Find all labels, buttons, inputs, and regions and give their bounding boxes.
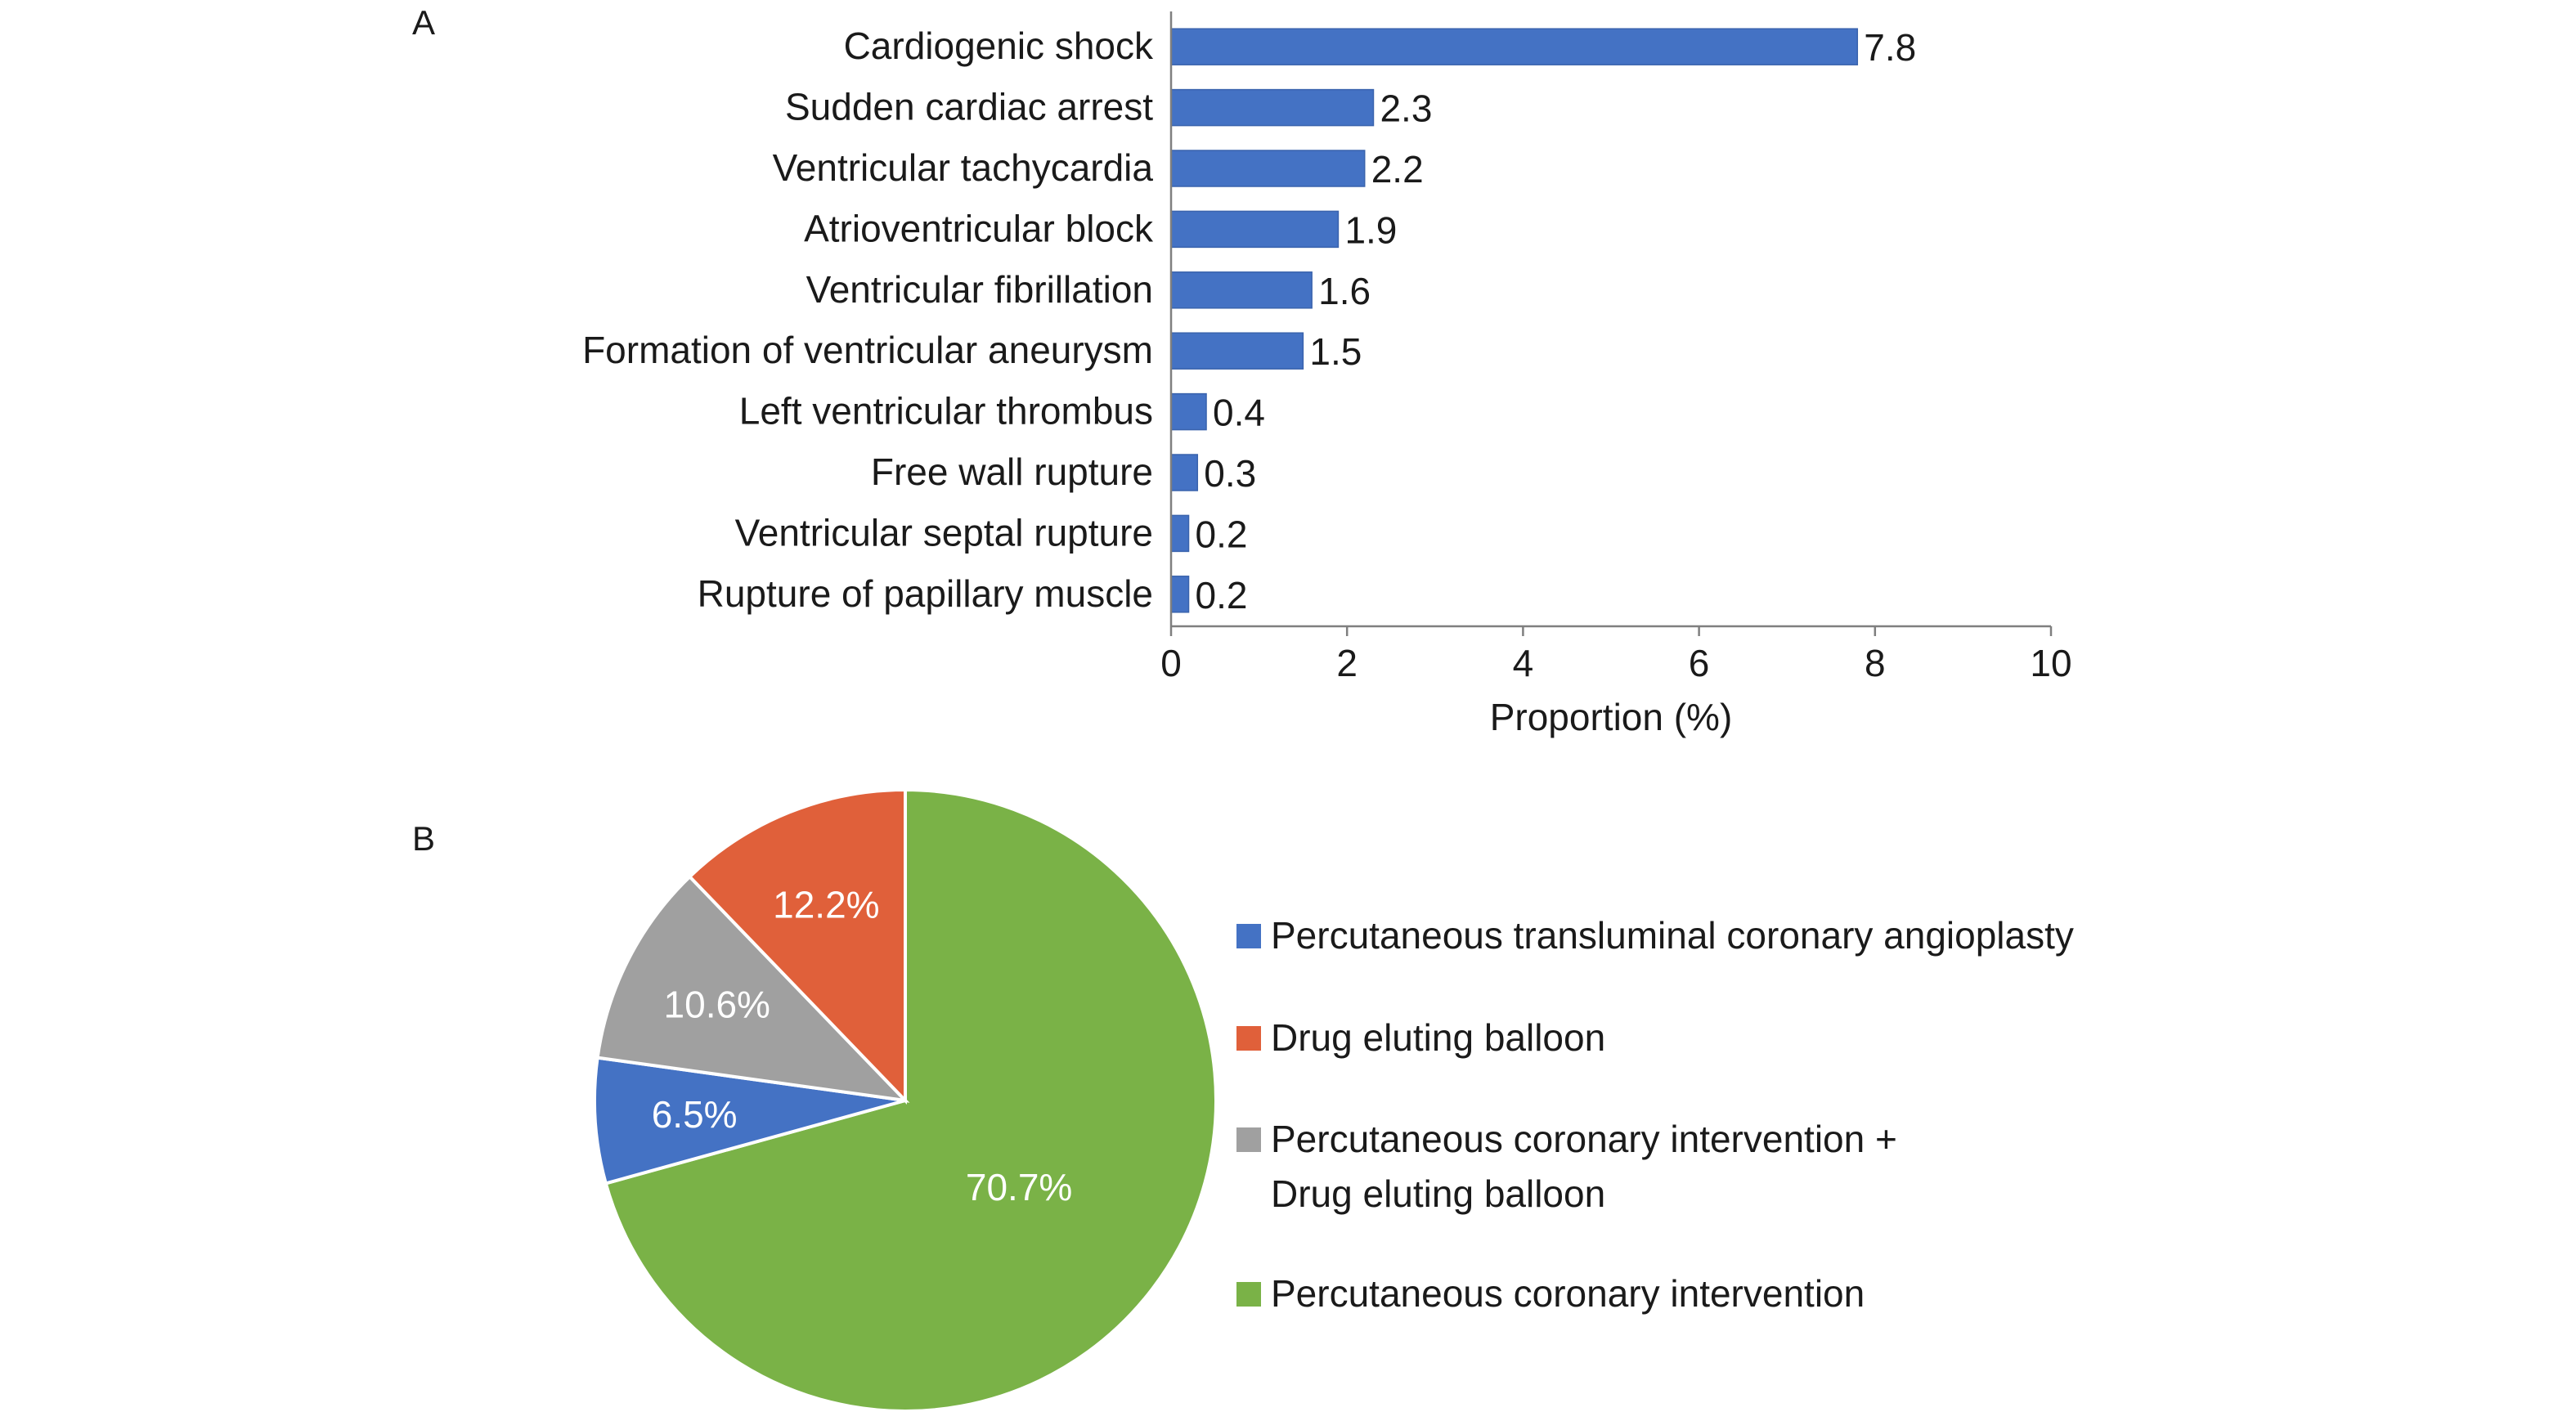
x-tick-label: 6 [1689, 642, 1710, 684]
legend-label: Drug eluting balloon [1271, 1172, 1605, 1215]
x-tick-label: 10 [2030, 642, 2071, 684]
panel-b-label: B [412, 819, 435, 858]
bar [1170, 210, 1340, 249]
x-tick-label: 0 [1160, 642, 1182, 684]
pie-legend: Percutaneous transluminal coronary angio… [1236, 914, 2074, 1315]
category-label: Ventricular tachycardia [773, 146, 1154, 189]
x-axis-title: Proportion (%) [1490, 696, 1733, 738]
category-label: Free wall rupture [871, 450, 1153, 493]
slice-label: 6.5% [652, 1093, 738, 1136]
category-label: Left ventricular thrombus [739, 390, 1153, 433]
category-label: Rupture of papillary muscle [698, 572, 1153, 615]
data-label: 2.3 [1380, 87, 1432, 130]
slice-label: 12.2% [773, 883, 879, 926]
category-label: Cardiogenic shock [844, 25, 1154, 67]
bar [1170, 514, 1190, 553]
bar [1170, 392, 1207, 431]
bar [1170, 332, 1304, 370]
x-tick-label: 2 [1336, 642, 1358, 684]
data-label: 1.6 [1318, 270, 1371, 312]
data-label: 0.2 [1196, 513, 1248, 555]
pie-slice [593, 1056, 906, 1186]
data-label: 1.9 [1344, 208, 1397, 251]
bar [1170, 271, 1313, 309]
legend-label: Drug eluting balloon [1271, 1016, 1605, 1059]
legend-swatch [1236, 1026, 1261, 1051]
data-label: 0.3 [1204, 452, 1256, 495]
bar [1170, 88, 1375, 127]
slice-label: 10.6% [664, 984, 770, 1026]
category-label: Atrioventricular block [804, 207, 1154, 249]
category-label: Formation of ventricular aneurysm [582, 329, 1153, 371]
x-tick-label: 8 [1865, 642, 1886, 684]
category-label: Ventricular septal rupture [735, 511, 1153, 554]
data-label: 1.5 [1309, 330, 1362, 373]
pie-chart: 70.7% 6.5% 10.6% 12.2% [593, 787, 1218, 1412]
legend-label: Percutaneous transluminal coronary angio… [1271, 914, 2074, 957]
bar [1170, 454, 1199, 491]
legend-label: Percutaneous coronary intervention + [1271, 1118, 1897, 1160]
category-label: Sudden cardiac arrest [785, 86, 1153, 128]
legend-swatch [1236, 1282, 1261, 1307]
bar [1170, 28, 1859, 65]
slice-label: 70.7% [966, 1166, 1072, 1208]
legend-label: Percutaneous coronary intervention [1271, 1272, 1865, 1315]
data-label: 2.2 [1371, 148, 1424, 191]
pie-slice [604, 787, 1218, 1412]
data-label: 7.8 [1864, 26, 1916, 69]
bar [1170, 150, 1366, 187]
pie-slice [595, 874, 910, 1103]
panel-a-label: A [412, 3, 435, 42]
pie-slice [687, 787, 907, 1105]
bar [1170, 576, 1190, 613]
data-label: 0.2 [1196, 574, 1248, 616]
legend-swatch [1236, 1127, 1261, 1152]
legend-swatch [1236, 924, 1261, 948]
category-label: Ventricular fibrillation [806, 268, 1153, 311]
data-label: 0.4 [1213, 392, 1265, 434]
bar-chart: Cardiogenic shock 7.8 Sudden cardiac arres… [582, 11, 2072, 738]
x-tick-label: 4 [1513, 642, 1534, 684]
